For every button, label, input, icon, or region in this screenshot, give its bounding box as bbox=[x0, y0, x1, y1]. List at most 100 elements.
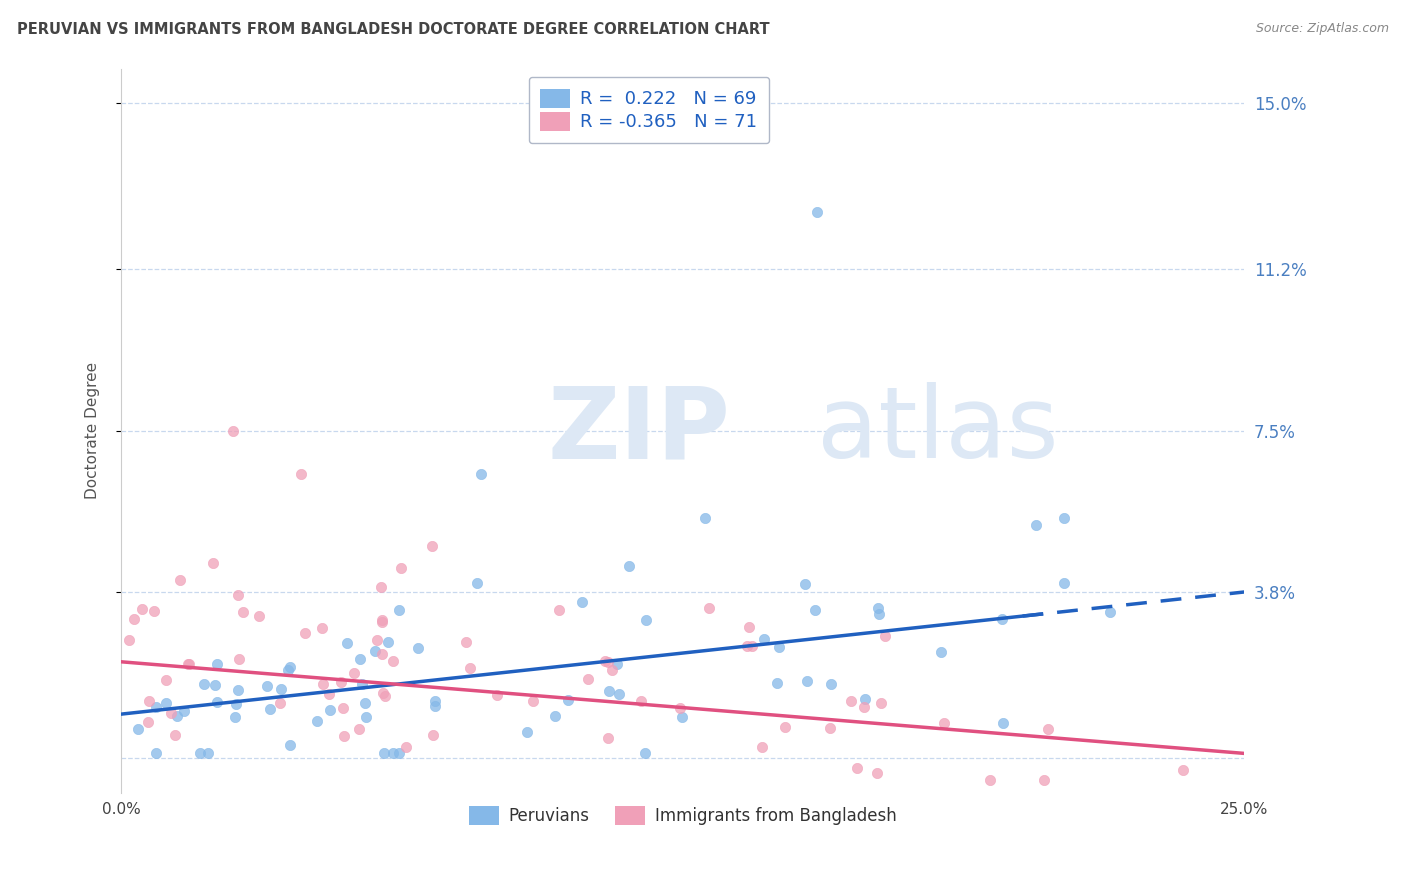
Point bbox=[155, 673, 177, 687]
Point bbox=[931, 645, 953, 659]
Point bbox=[516, 725, 538, 739]
Point bbox=[202, 556, 225, 570]
Point bbox=[669, 701, 692, 715]
Point bbox=[853, 692, 876, 706]
Point bbox=[280, 660, 302, 674]
Point bbox=[173, 704, 195, 718]
Point bbox=[371, 613, 394, 627]
Point bbox=[630, 694, 652, 708]
Point bbox=[193, 677, 215, 691]
Point bbox=[839, 694, 862, 708]
Point bbox=[382, 747, 405, 761]
Point bbox=[773, 720, 796, 734]
Point bbox=[336, 636, 359, 650]
Point bbox=[846, 761, 869, 775]
Point bbox=[1098, 605, 1121, 619]
Text: ZIP: ZIP bbox=[548, 382, 731, 479]
Point bbox=[145, 747, 167, 761]
Point bbox=[609, 687, 631, 701]
Point bbox=[333, 729, 356, 743]
Point bbox=[136, 715, 159, 730]
Point bbox=[695, 511, 717, 525]
Point bbox=[576, 673, 599, 687]
Point bbox=[796, 673, 818, 688]
Point bbox=[395, 740, 418, 755]
Point bbox=[222, 424, 245, 438]
Point bbox=[1053, 576, 1076, 591]
Point bbox=[423, 699, 446, 714]
Point bbox=[177, 657, 200, 672]
Point bbox=[205, 695, 228, 709]
Point bbox=[207, 657, 229, 672]
Point bbox=[1171, 763, 1194, 777]
Point bbox=[277, 663, 299, 677]
Point bbox=[259, 702, 281, 716]
Y-axis label: Doctorate Degree: Doctorate Degree bbox=[86, 362, 100, 500]
Point bbox=[370, 580, 392, 594]
Point bbox=[122, 612, 145, 626]
Text: Source: ZipAtlas.com: Source: ZipAtlas.com bbox=[1256, 22, 1389, 36]
Point bbox=[422, 539, 444, 553]
Point bbox=[617, 558, 640, 573]
Point bbox=[318, 687, 340, 701]
Point bbox=[470, 467, 492, 482]
Point bbox=[1025, 518, 1047, 533]
Point bbox=[349, 722, 371, 736]
Point bbox=[388, 747, 411, 761]
Point bbox=[803, 603, 825, 617]
Point bbox=[869, 696, 891, 710]
Point bbox=[671, 710, 693, 724]
Point bbox=[737, 620, 759, 634]
Point bbox=[522, 693, 544, 707]
Point bbox=[349, 651, 371, 665]
Point bbox=[735, 639, 758, 653]
Point bbox=[163, 728, 186, 742]
Text: PERUVIAN VS IMMIGRANTS FROM BANGLADESH DOCTORATE DEGREE CORRELATION CHART: PERUVIAN VS IMMIGRANTS FROM BANGLADESH D… bbox=[17, 22, 769, 37]
Point bbox=[142, 604, 165, 618]
Point bbox=[548, 603, 571, 617]
Point bbox=[381, 654, 404, 668]
Point bbox=[294, 626, 316, 640]
Point bbox=[423, 694, 446, 708]
Point bbox=[993, 715, 1015, 730]
Point bbox=[596, 655, 619, 669]
Point bbox=[454, 635, 477, 649]
Point bbox=[373, 747, 395, 761]
Point bbox=[377, 635, 399, 649]
Text: atlas: atlas bbox=[817, 382, 1059, 479]
Point bbox=[131, 601, 153, 615]
Point bbox=[979, 772, 1001, 787]
Point bbox=[247, 609, 270, 624]
Point bbox=[290, 467, 312, 482]
Point bbox=[868, 607, 890, 621]
Point bbox=[934, 715, 956, 730]
Point bbox=[256, 679, 278, 693]
Point bbox=[169, 574, 191, 588]
Point bbox=[166, 709, 188, 723]
Point bbox=[1053, 511, 1076, 525]
Point bbox=[179, 657, 201, 671]
Point bbox=[145, 700, 167, 714]
Point bbox=[1036, 722, 1059, 736]
Point bbox=[155, 696, 177, 710]
Point bbox=[634, 747, 657, 761]
Point bbox=[595, 655, 617, 669]
Point bbox=[312, 677, 335, 691]
Point bbox=[371, 615, 394, 629]
Point bbox=[806, 205, 828, 219]
Point bbox=[768, 640, 790, 655]
Point bbox=[544, 709, 567, 723]
Point bbox=[741, 639, 763, 653]
Point bbox=[188, 747, 211, 761]
Point bbox=[697, 601, 720, 615]
Point bbox=[866, 766, 889, 780]
Point bbox=[269, 697, 291, 711]
Point bbox=[197, 747, 219, 761]
Point bbox=[278, 738, 301, 752]
Point bbox=[794, 576, 817, 591]
Point bbox=[752, 632, 775, 646]
Point bbox=[486, 688, 509, 702]
Point bbox=[636, 613, 658, 627]
Point bbox=[330, 674, 353, 689]
Point bbox=[458, 660, 481, 674]
